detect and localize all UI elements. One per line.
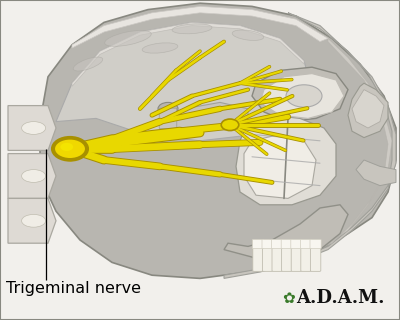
Text: Trigeminal nerve: Trigeminal nerve (6, 281, 141, 296)
Polygon shape (8, 106, 56, 150)
FancyBboxPatch shape (301, 245, 311, 271)
Polygon shape (252, 38, 392, 272)
Polygon shape (352, 90, 384, 128)
Polygon shape (348, 83, 388, 138)
FancyBboxPatch shape (159, 108, 177, 129)
FancyBboxPatch shape (282, 245, 292, 271)
Polygon shape (236, 115, 336, 205)
Ellipse shape (22, 170, 46, 182)
FancyBboxPatch shape (262, 239, 273, 249)
Text: A.D.A.M.: A.D.A.M. (296, 289, 384, 307)
Polygon shape (224, 205, 348, 262)
Ellipse shape (105, 30, 151, 46)
Ellipse shape (60, 143, 73, 151)
Text: ✿: ✿ (282, 291, 295, 306)
Ellipse shape (142, 43, 178, 53)
FancyBboxPatch shape (310, 239, 321, 249)
Ellipse shape (232, 30, 264, 40)
Polygon shape (40, 3, 396, 278)
Ellipse shape (52, 137, 88, 161)
Ellipse shape (73, 57, 103, 71)
Polygon shape (224, 13, 396, 278)
FancyBboxPatch shape (272, 239, 283, 249)
Ellipse shape (22, 214, 46, 227)
FancyBboxPatch shape (281, 239, 292, 249)
Polygon shape (356, 160, 396, 186)
FancyBboxPatch shape (262, 245, 273, 271)
Polygon shape (56, 22, 312, 141)
Polygon shape (260, 74, 344, 118)
FancyBboxPatch shape (252, 239, 264, 249)
Ellipse shape (221, 119, 239, 131)
FancyBboxPatch shape (300, 239, 312, 249)
Polygon shape (244, 134, 316, 198)
Ellipse shape (54, 139, 86, 159)
FancyBboxPatch shape (272, 245, 282, 271)
FancyBboxPatch shape (291, 245, 302, 271)
Polygon shape (252, 67, 348, 122)
Polygon shape (72, 22, 304, 86)
Ellipse shape (158, 102, 178, 115)
Polygon shape (8, 154, 56, 198)
Ellipse shape (286, 85, 322, 107)
Polygon shape (72, 6, 328, 48)
FancyBboxPatch shape (310, 245, 321, 271)
Ellipse shape (22, 122, 46, 134)
Ellipse shape (172, 24, 212, 34)
Polygon shape (8, 198, 56, 243)
Polygon shape (152, 102, 248, 131)
FancyBboxPatch shape (253, 245, 263, 271)
FancyBboxPatch shape (291, 239, 302, 249)
